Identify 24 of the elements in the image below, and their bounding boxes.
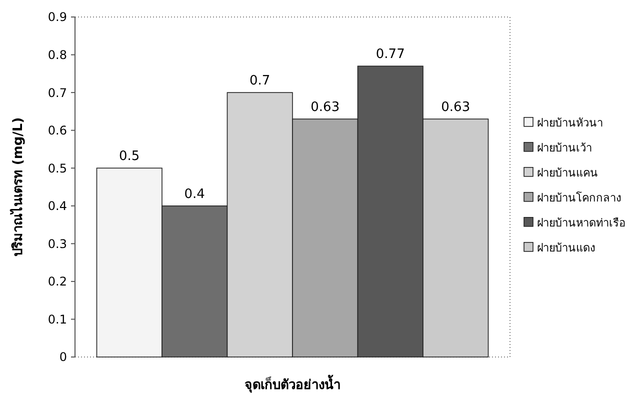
data-label: 0.7	[250, 74, 270, 89]
legend-label: ฝายบ้านหัวนา	[537, 116, 603, 130]
y-tick-label: 0.8	[48, 48, 67, 62]
legend-label: ฝายบ้านแดง	[537, 241, 595, 254]
y-tick-label: 0.6	[48, 124, 67, 138]
y-tick-label: 0.7	[48, 86, 67, 100]
y-tick-label: 0.3	[48, 236, 67, 251]
y-axis-title: ปริมาณไนเตรท (mg/L)	[9, 117, 26, 257]
y-tick-label: 0.1	[48, 312, 67, 326]
data-label: 0.63	[310, 100, 340, 115]
y-tick-label: 0.9	[48, 10, 67, 24]
y-tick-label: 0.2	[48, 274, 67, 289]
x-axis-title: จุดเก็บตัวอย่างน้ำ	[244, 374, 340, 393]
data-label: 0.5	[119, 149, 140, 164]
legend-label: ฝายบ้านโคกกลาง	[537, 190, 621, 204]
y-tick-label: 0	[59, 350, 67, 364]
legend-label: ฝายบ้านเว้า	[537, 141, 592, 154]
data-label: 0.63	[441, 100, 470, 115]
data-label: 0.4	[184, 186, 205, 202]
y-tick-label: 0.5	[48, 161, 67, 176]
data-label: 0.77	[376, 47, 405, 62]
legend-label: ฝายบ้านแคน	[537, 166, 598, 180]
legend-label: ฝายบ้านหาดท่าเรือ	[537, 216, 626, 230]
y-tick-label: 0.4	[48, 199, 67, 214]
